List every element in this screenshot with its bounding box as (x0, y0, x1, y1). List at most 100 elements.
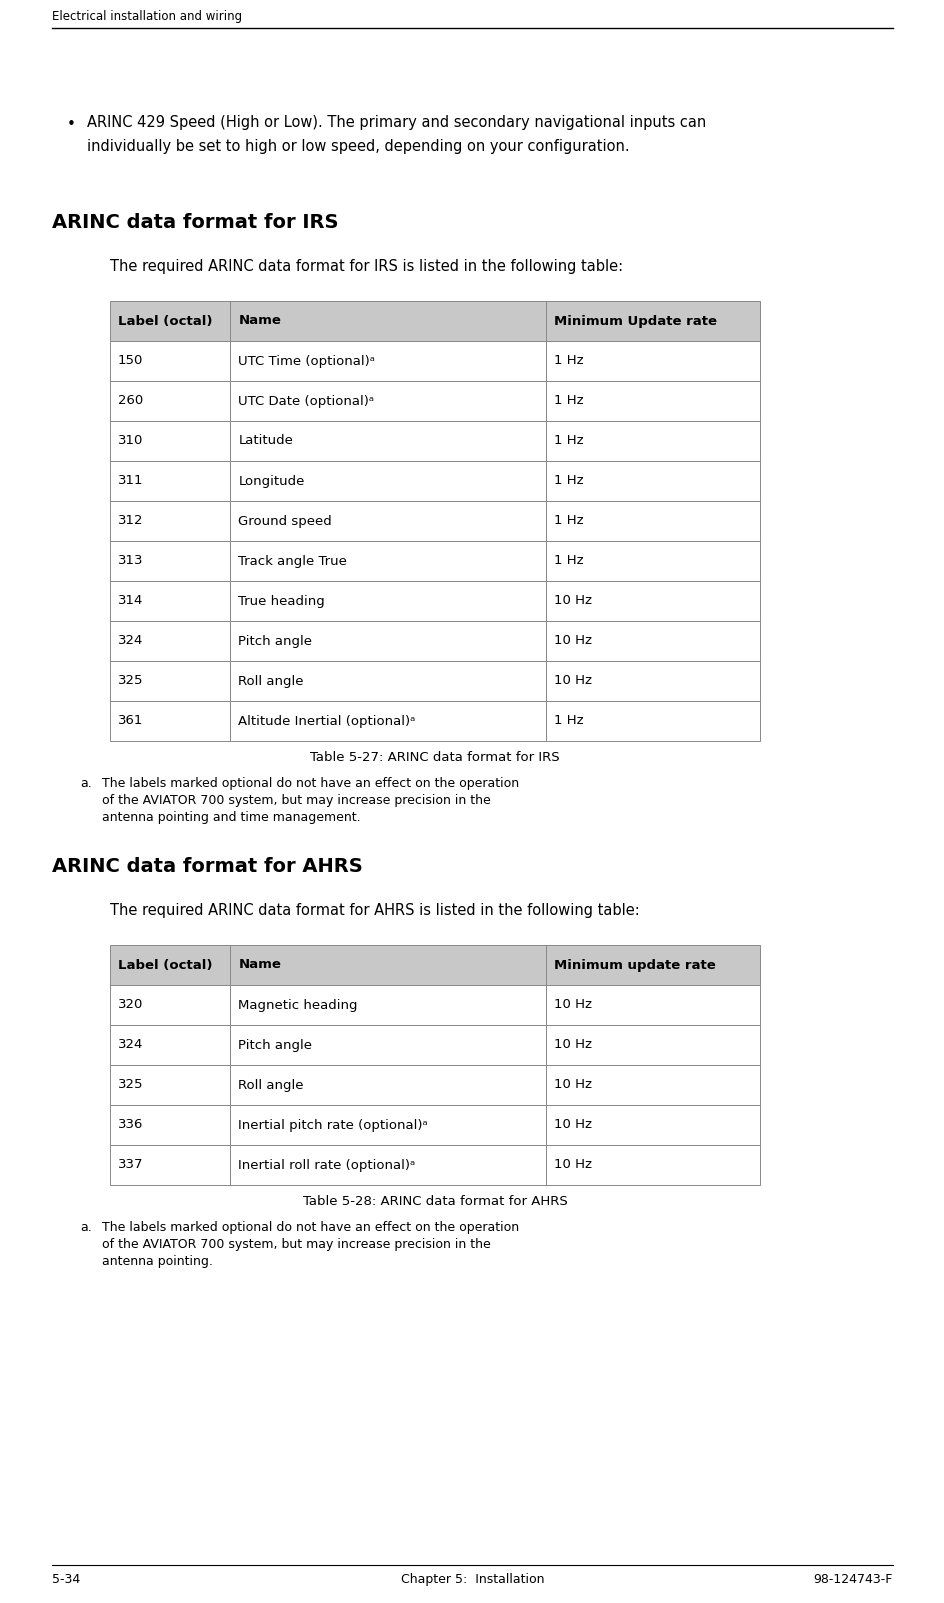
Text: 1 Hz: 1 Hz (553, 474, 582, 487)
Text: Altitude Inertial (optional)ᵃ: Altitude Inertial (optional)ᵃ (238, 715, 415, 728)
Text: Name: Name (238, 314, 280, 327)
Text: 150: 150 (118, 354, 143, 367)
Bar (545, 1024, 759, 1064)
Text: 1 Hz: 1 Hz (553, 715, 582, 728)
Bar (230, 502, 545, 540)
Text: UTC Time (optional)ᵃ: UTC Time (optional)ᵃ (238, 354, 375, 367)
Text: Table 5-27: ARINC data format for IRS: Table 5-27: ARINC data format for IRS (310, 750, 559, 765)
Text: 336: 336 (118, 1119, 143, 1132)
Text: 310: 310 (118, 434, 143, 447)
Text: 325: 325 (118, 1079, 143, 1092)
Text: Electrical installation and wiring: Electrical installation and wiring (52, 10, 242, 22)
Text: 10 Hz: 10 Hz (553, 595, 591, 608)
Text: Pitch angle: Pitch angle (238, 635, 312, 648)
Bar (545, 502, 759, 540)
Bar (110, 1064, 230, 1104)
Bar (545, 422, 759, 462)
Text: 260: 260 (118, 394, 143, 407)
Text: Pitch angle: Pitch angle (238, 1039, 312, 1052)
Text: 320: 320 (118, 999, 143, 1011)
Text: UTC Date (optional)ᵃ: UTC Date (optional)ᵃ (238, 394, 374, 407)
Text: Roll angle: Roll angle (238, 675, 303, 688)
Text: The labels marked optional do not have an effect on the operation: The labels marked optional do not have a… (102, 777, 518, 790)
Bar (230, 620, 545, 660)
Text: 1 Hz: 1 Hz (553, 394, 582, 407)
Text: individually be set to high or low speed, depending on your configuration.: individually be set to high or low speed… (87, 139, 629, 154)
Text: Inertial roll rate (optional)ᵃ: Inertial roll rate (optional)ᵃ (238, 1159, 415, 1172)
Text: 324: 324 (118, 635, 143, 648)
Bar (545, 701, 759, 741)
Text: 10 Hz: 10 Hz (553, 999, 591, 1011)
Bar (545, 984, 759, 1024)
Bar (110, 540, 230, 580)
Text: 10 Hz: 10 Hz (553, 1159, 591, 1172)
Text: antenna pointing and time management.: antenna pointing and time management. (102, 811, 361, 824)
Text: ARINC data format for AHRS: ARINC data format for AHRS (52, 858, 362, 875)
Text: Chapter 5:  Installation: Chapter 5: Installation (400, 1573, 544, 1585)
Bar (110, 301, 230, 341)
Text: 313: 313 (118, 555, 143, 567)
Bar (230, 341, 545, 382)
Text: a.: a. (80, 777, 92, 790)
Text: Track angle True: Track angle True (238, 555, 346, 567)
Text: 325: 325 (118, 675, 143, 688)
Bar (230, 946, 545, 984)
Text: ARINC 429 Speed (High or Low). The primary and secondary navigational inputs can: ARINC 429 Speed (High or Low). The prima… (87, 115, 705, 130)
Bar (110, 462, 230, 502)
Bar (230, 462, 545, 502)
Bar (230, 422, 545, 462)
Text: 10 Hz: 10 Hz (553, 1039, 591, 1052)
Text: of the AVIATOR 700 system, but may increase precision in the: of the AVIATOR 700 system, but may incre… (102, 1238, 490, 1250)
Bar (110, 946, 230, 984)
Text: 10 Hz: 10 Hz (553, 675, 591, 688)
Text: Label (octal): Label (octal) (118, 959, 212, 971)
Text: 312: 312 (118, 515, 143, 527)
Text: Latitude: Latitude (238, 434, 293, 447)
Text: Roll angle: Roll angle (238, 1079, 303, 1092)
Bar (110, 580, 230, 620)
Text: Ground speed: Ground speed (238, 515, 331, 527)
Bar (230, 1064, 545, 1104)
Text: 10 Hz: 10 Hz (553, 1119, 591, 1132)
Text: Minimum Update rate: Minimum Update rate (553, 314, 716, 327)
Bar (110, 341, 230, 382)
Text: True heading: True heading (238, 595, 325, 608)
Text: 314: 314 (118, 595, 143, 608)
Bar (230, 1024, 545, 1064)
Text: 10 Hz: 10 Hz (553, 1079, 591, 1092)
Text: •: • (67, 117, 76, 131)
Text: The labels marked optional do not have an effect on the operation: The labels marked optional do not have a… (102, 1221, 518, 1234)
Text: The required ARINC data format for IRS is listed in the following table:: The required ARINC data format for IRS i… (110, 260, 622, 274)
Bar (230, 984, 545, 1024)
Text: 5-34: 5-34 (52, 1573, 80, 1585)
Bar (545, 341, 759, 382)
Text: antenna pointing.: antenna pointing. (102, 1255, 212, 1268)
Text: 1 Hz: 1 Hz (553, 555, 582, 567)
Text: Inertial pitch rate (optional)ᵃ: Inertial pitch rate (optional)ᵃ (238, 1119, 428, 1132)
Bar (110, 984, 230, 1024)
Text: ARINC data format for IRS: ARINC data format for IRS (52, 213, 338, 232)
Bar (110, 422, 230, 462)
Bar (230, 580, 545, 620)
Bar (110, 701, 230, 741)
Bar (545, 462, 759, 502)
Bar (545, 382, 759, 422)
Text: Longitude: Longitude (238, 474, 304, 487)
Text: Label (octal): Label (octal) (118, 314, 212, 327)
Text: 1 Hz: 1 Hz (553, 354, 582, 367)
Text: 311: 311 (118, 474, 143, 487)
Text: of the AVIATOR 700 system, but may increase precision in the: of the AVIATOR 700 system, but may incre… (102, 793, 490, 806)
Bar (110, 620, 230, 660)
Text: Name: Name (238, 959, 280, 971)
Bar (230, 660, 545, 701)
Bar (110, 1024, 230, 1064)
Text: Minimum update rate: Minimum update rate (553, 959, 715, 971)
Bar (230, 1104, 545, 1145)
Bar (545, 301, 759, 341)
Text: 1 Hz: 1 Hz (553, 434, 582, 447)
Bar (545, 620, 759, 660)
Text: 337: 337 (118, 1159, 143, 1172)
Bar (545, 660, 759, 701)
Text: 361: 361 (118, 715, 143, 728)
Text: 98-124743-F: 98-124743-F (813, 1573, 892, 1585)
